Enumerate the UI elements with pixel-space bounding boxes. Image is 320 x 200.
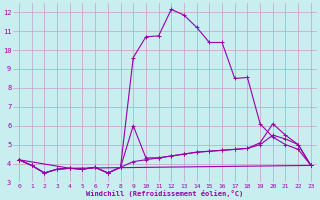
X-axis label: Windchill (Refroidissement éolien,°C): Windchill (Refroidissement éolien,°C) <box>86 190 244 197</box>
